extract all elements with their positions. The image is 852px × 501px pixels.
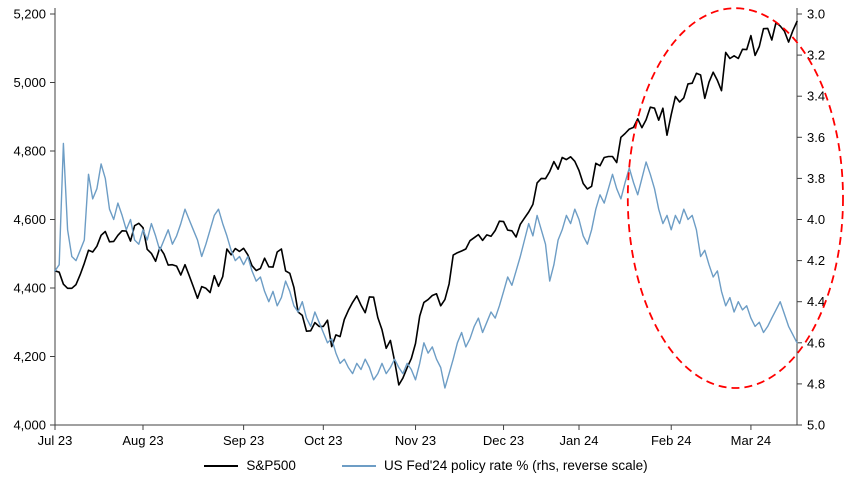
line-chart: 5,200 5,000 4,800 4,600 4,400 4,200 4,000 3.0 3.…	[13, 7, 844, 449]
legend: S&P500 US Fed'24 policy rate % (rhs, rev…	[0, 458, 852, 473]
legend-label-fed-rate: US Fed'24 policy rate % (rhs, reverse sc…	[383, 458, 648, 473]
x-axis-tick-label: Oct 23	[304, 433, 342, 448]
axes	[50, 8, 802, 430]
left-axis-tick-label: 4,800	[13, 144, 46, 159]
right-axis-tick-label: 3.0	[807, 7, 825, 22]
legend-label-sp500: S&P500	[246, 458, 296, 473]
left-axis-tick-label: 4,000	[13, 418, 46, 433]
right-axis-tick-label: 4.8	[807, 376, 825, 391]
x-axis-tick-label: Mar 24	[731, 433, 771, 448]
right-axis-tick-label: 3.4	[807, 89, 825, 104]
divergence-highlight-ellipse	[626, 7, 844, 389]
left-axis-tick-label: 4,600	[13, 212, 46, 227]
right-axis-tick-label: 3.8	[807, 171, 825, 186]
x-axis-tick-label: Dec 23	[483, 433, 524, 448]
right-axis-tick-label: 4.2	[807, 253, 825, 268]
legend-item-fed-rate: US Fed'24 policy rate % (rhs, reverse sc…	[341, 458, 648, 473]
legend-item-sp500: S&P500	[204, 458, 296, 473]
right-axis-tick-label: 3.2	[807, 48, 825, 63]
right-axis-tick-label: 4.0	[807, 212, 825, 227]
right-axis-tick-label: 5.0	[807, 418, 825, 433]
x-axis-tick-label: Feb 24	[651, 433, 691, 448]
left-axis-tick-label: 4,200	[13, 349, 46, 364]
left-axis-tick-label: 5,000	[13, 75, 46, 90]
fed-rate-line-sample	[341, 464, 376, 467]
x-axis-tick-label: Sep 23	[223, 433, 264, 448]
left-axis-tick-label: 5,200	[13, 7, 46, 22]
x-axis-tick-label: Nov 23	[395, 433, 436, 448]
fed-policy-rate-line	[54, 142, 798, 389]
x-axis-tick-label: Aug 23	[122, 433, 163, 448]
left-axis-tick-label: 4,400	[13, 281, 46, 296]
right-axis-tick-label: 4.4	[807, 294, 825, 309]
x-axis-tick-label: Jan 24	[559, 433, 598, 448]
sp500-line	[54, 20, 798, 386]
x-axis-tick-label: Jul 23	[38, 433, 73, 448]
right-axis-tick-label: 4.6	[807, 335, 825, 350]
right-axis-tick-label: 3.6	[807, 130, 825, 145]
sp500-line-sample	[204, 464, 239, 467]
axis-labels: 5,200 5,000 4,800 4,600 4,400 4,200 4,000 3.0 3.…	[13, 7, 825, 449]
